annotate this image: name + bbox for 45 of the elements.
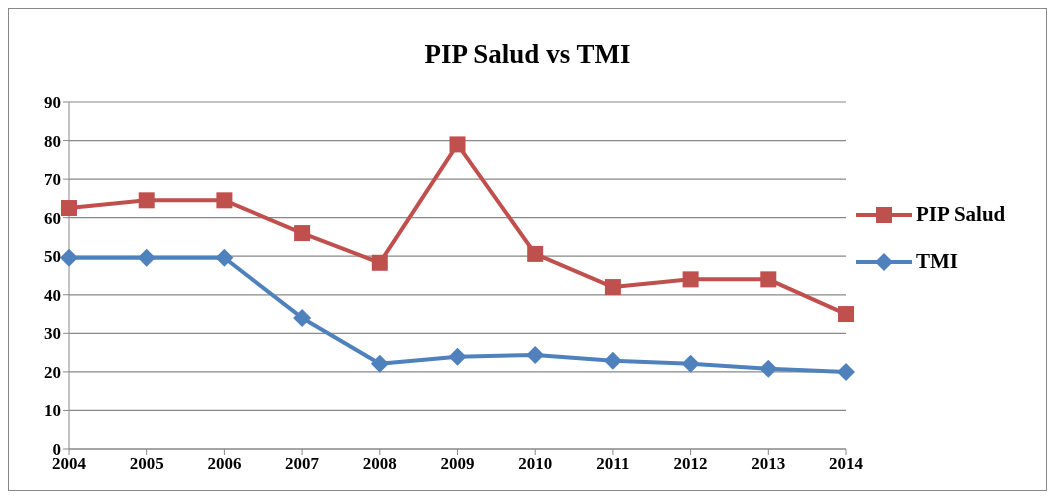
legend-label: TMI (916, 249, 958, 274)
point (60, 248, 78, 267)
point (293, 308, 312, 327)
x-tick-label: 2009 (440, 454, 475, 474)
x-tick-label: 2004 (52, 454, 87, 474)
point (448, 347, 467, 366)
point (138, 192, 155, 209)
x-tick-label: 2013 (751, 454, 786, 474)
point (527, 245, 544, 262)
y-tick-label: 40 (44, 285, 61, 305)
y-tick-label: 10 (44, 401, 61, 421)
point (449, 136, 466, 153)
point (294, 225, 311, 242)
point (526, 345, 545, 364)
point (137, 248, 156, 267)
point (759, 359, 778, 378)
x-tick-label: 2011 (596, 454, 630, 474)
point (760, 271, 777, 288)
x-tick-label: 2006 (207, 454, 242, 474)
y-tick-label: 60 (44, 208, 61, 228)
y-tick-label: 30 (44, 324, 61, 344)
chart-title: PIP Salud vs TMI (423, 39, 632, 70)
x-tick-label: 2005 (129, 454, 164, 474)
point (61, 200, 77, 217)
y-tick-label: 50 (44, 247, 61, 267)
legend-label: PIP Salud (916, 202, 1006, 227)
y-tick-label: 90 (44, 93, 61, 113)
x-tick-label: 2010 (518, 454, 553, 474)
point (603, 351, 622, 370)
x-tick-label: 2008 (362, 454, 397, 474)
point (370, 354, 389, 373)
y-tick-label: 20 (44, 362, 61, 382)
point (215, 248, 234, 267)
point (838, 306, 854, 323)
point (371, 254, 388, 271)
point (837, 362, 855, 381)
point (216, 192, 233, 209)
point (604, 279, 621, 296)
x-tick-label: 2014 (829, 454, 864, 474)
point (682, 271, 699, 288)
x-tick-label: 2007 (285, 454, 320, 474)
point (681, 354, 700, 373)
y-tick-label: 80 (44, 131, 61, 151)
y-tick-label: 70 (44, 170, 61, 190)
x-tick-label: 2012 (673, 454, 708, 474)
